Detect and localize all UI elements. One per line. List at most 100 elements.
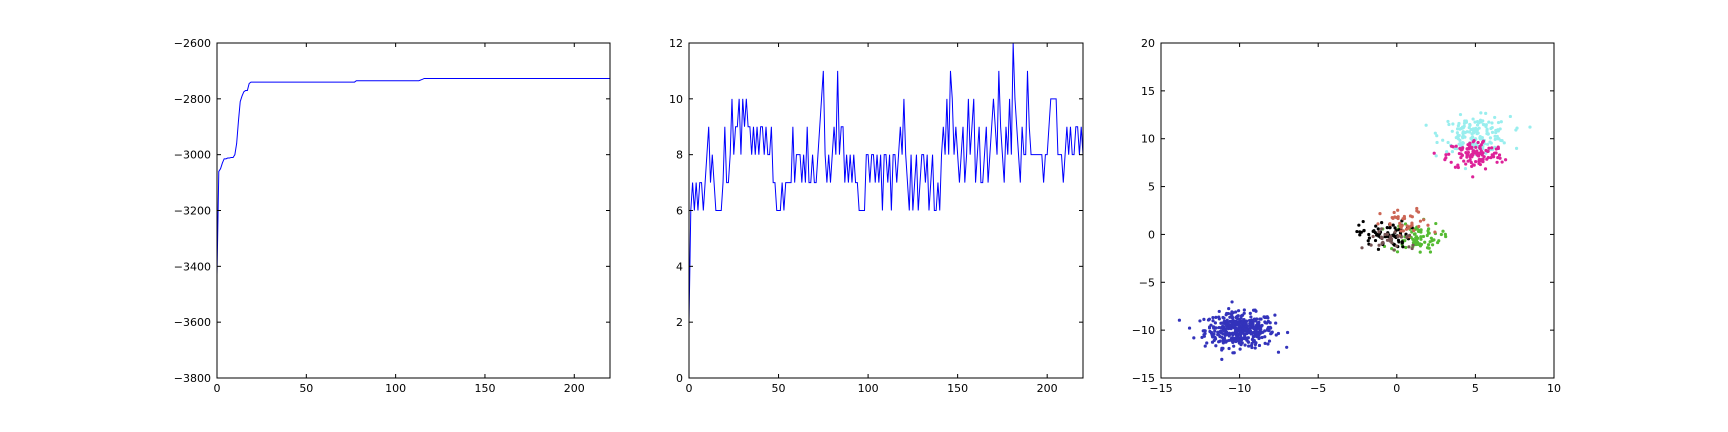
scatter-point (1258, 317, 1262, 321)
scatter-point (1486, 132, 1490, 136)
scatter-point (1514, 146, 1519, 151)
scatter-point (1223, 332, 1228, 336)
scatter-point (1485, 129, 1489, 133)
scatter-point (1462, 121, 1467, 125)
scatter-point (1202, 334, 1206, 338)
scatter-point (1358, 233, 1362, 237)
scatter-point (1255, 317, 1259, 321)
scatter-point (1457, 133, 1461, 138)
scatter-point (1408, 214, 1413, 218)
x-tick-label: 200 (1037, 382, 1058, 395)
scatter-point (1480, 159, 1484, 163)
y-tick-label: 8 (676, 149, 683, 162)
scatter-point (1467, 147, 1471, 151)
scatter-point (1220, 321, 1224, 325)
scatter-point (1367, 232, 1371, 237)
scatter-point (1257, 343, 1262, 348)
scatter-point (1229, 327, 1233, 331)
scatter-point (1377, 234, 1381, 238)
scatter-point (1416, 236, 1420, 240)
scatter-point (1274, 321, 1278, 325)
scatter-point (1391, 233, 1395, 238)
scatter-point (1475, 123, 1480, 127)
scatter-point (1490, 153, 1494, 157)
scatter-point (1466, 153, 1470, 157)
scatter-point (1265, 315, 1269, 319)
scatter-point (1470, 145, 1474, 150)
scatter-point (1514, 128, 1518, 132)
scatter-point (1377, 243, 1381, 247)
scatter-point (1355, 229, 1359, 234)
y-tick-label: 0 (676, 372, 683, 385)
scatter-point (1252, 325, 1257, 330)
scatter-point (1224, 323, 1228, 327)
scatter-point (1366, 239, 1370, 243)
scatter-point (1265, 321, 1269, 325)
scatter-point (1508, 114, 1512, 119)
scatter-point (1404, 245, 1408, 250)
scatter-point (1432, 151, 1436, 155)
scatter-point (1436, 240, 1440, 245)
scatter-point (1478, 137, 1482, 141)
scatter-point (1262, 315, 1266, 319)
scatter-point (1270, 331, 1274, 335)
scatter-point (1361, 219, 1365, 224)
scatter-point (1469, 160, 1473, 165)
scatter-point (1237, 324, 1241, 328)
scatter-point (1373, 231, 1377, 235)
scatter-point (1496, 129, 1500, 133)
scatter-point (1400, 240, 1404, 244)
y-tick-label: −2800 (174, 93, 211, 106)
x-tick-label: 5 (1472, 382, 1479, 395)
x-tick-label: 0 (214, 382, 221, 395)
scatter-point (1457, 151, 1461, 156)
scatter-point (1407, 245, 1411, 249)
scatter-chart-right: −15 −10 −5 0 5 10 −15 −10 −5 0 5 10 15 20 (1132, 37, 1561, 395)
scatter-point (1465, 130, 1469, 134)
scatter-point (1243, 343, 1247, 347)
scatter-point (1241, 318, 1246, 322)
x-tick-label: 100 (385, 382, 406, 395)
scatter-point (1207, 325, 1212, 329)
scatter-point (1435, 140, 1439, 145)
scatter-point (1230, 300, 1234, 304)
scatter-point (1474, 145, 1478, 149)
plot-area (1177, 111, 1532, 361)
scatter-point (1471, 117, 1475, 121)
scatter-point (1388, 225, 1392, 230)
scatter-point (1259, 324, 1263, 328)
scatter-point (1395, 250, 1400, 254)
scatter-point (1217, 309, 1221, 314)
scatter-point (1455, 127, 1460, 131)
scatter-point (1231, 351, 1235, 355)
scatter-point (1218, 339, 1222, 343)
scatter-point (1500, 160, 1504, 164)
scatter-point (1425, 233, 1429, 238)
scatter-point (1239, 335, 1243, 339)
scatter-point (1464, 150, 1468, 155)
scatter-point (1399, 229, 1403, 233)
scatter-point (1222, 319, 1226, 323)
scatter-point (1451, 145, 1455, 149)
scatter-point (1461, 141, 1465, 145)
scatter-point (1243, 327, 1247, 331)
scatter-point (1249, 315, 1253, 319)
scatter-point (1492, 151, 1497, 155)
scatter-point (1462, 159, 1466, 163)
scatter-point (1398, 221, 1402, 226)
x-tick-label: 200 (564, 382, 585, 395)
y-tick-label: 5 (1148, 181, 1155, 194)
scatter-point (1484, 125, 1488, 129)
scatter-point (1221, 315, 1225, 320)
scatter-point (1255, 331, 1259, 335)
scatter-point (1479, 143, 1483, 147)
scatter-point (1239, 321, 1244, 326)
scatter-point (1236, 335, 1240, 339)
scatter-point (1410, 246, 1414, 251)
y-tick-label: 6 (676, 205, 683, 218)
scatter-point (1221, 324, 1225, 328)
scatter-point (1464, 162, 1468, 166)
scatter-point (1493, 137, 1497, 141)
scatter-point (1250, 318, 1254, 322)
scatter-point (1441, 229, 1445, 233)
